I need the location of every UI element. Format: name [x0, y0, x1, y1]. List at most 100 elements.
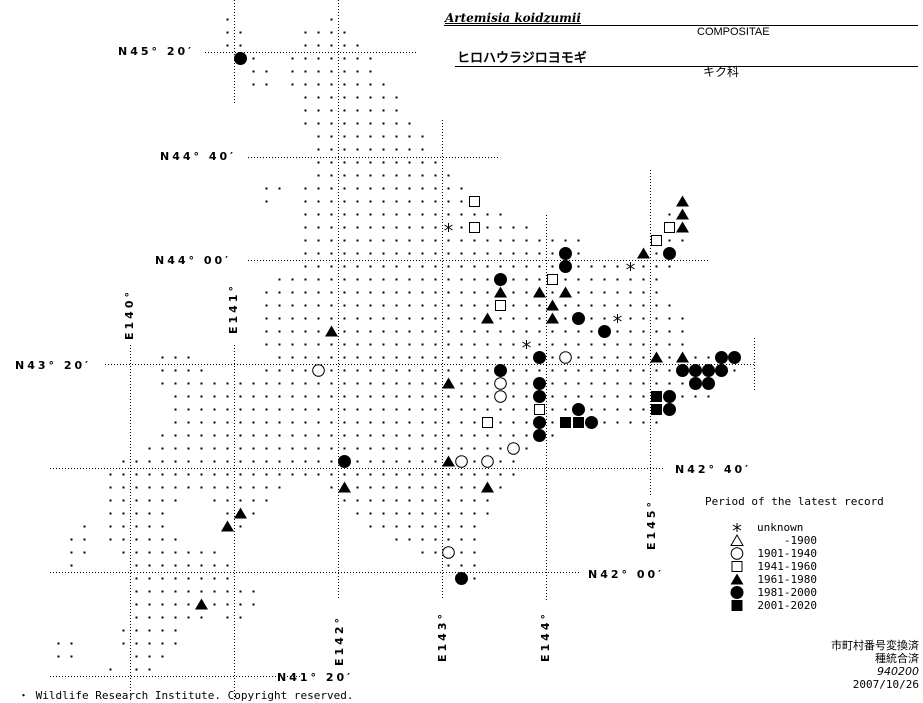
mesh-dot — [187, 564, 190, 567]
mesh-dot — [109, 538, 112, 541]
mesh-dot — [421, 265, 424, 268]
mesh-dot — [460, 213, 463, 216]
mesh-dot — [317, 304, 320, 307]
mesh-dot — [109, 486, 112, 489]
mesh-dot — [278, 395, 281, 398]
mesh-dot — [239, 603, 242, 606]
mesh-dot — [473, 395, 476, 398]
mesh-dot — [681, 343, 684, 346]
mesh-dot — [356, 408, 359, 411]
mesh-dot — [408, 252, 411, 255]
record-open-square — [664, 222, 675, 233]
legend-item: 1961-1980 — [729, 573, 817, 586]
mesh-dot — [330, 31, 333, 34]
mesh-dot — [382, 187, 385, 190]
mesh-dot — [642, 304, 645, 307]
mesh-dot — [395, 356, 398, 359]
mesh-dot — [434, 499, 437, 502]
mesh-dot — [434, 252, 437, 255]
mesh-dot — [226, 512, 229, 515]
mesh-dot — [161, 551, 164, 554]
lat-label-45-20: N45° 20′ — [118, 45, 195, 58]
mesh-dot — [655, 317, 658, 320]
mesh-dot — [252, 395, 255, 398]
mesh-dot — [174, 642, 177, 645]
mesh-dot — [408, 525, 411, 528]
mesh-dot — [148, 473, 151, 476]
mesh-dot — [317, 200, 320, 203]
mesh-dot — [408, 395, 411, 398]
mesh-dot — [460, 291, 463, 294]
mesh-dot — [512, 343, 515, 346]
mesh-dot — [382, 213, 385, 216]
mesh-dot — [460, 525, 463, 528]
mesh-dot — [395, 473, 398, 476]
mesh-dot — [668, 317, 671, 320]
mesh-dot — [499, 226, 502, 229]
mesh-dot — [499, 421, 502, 424]
mesh-dot — [512, 395, 515, 398]
mesh-dot — [265, 421, 268, 424]
mesh-dot — [265, 408, 268, 411]
mesh-dot — [499, 239, 502, 242]
mesh-dot — [525, 291, 528, 294]
mesh-dot — [161, 577, 164, 580]
mesh-dot — [434, 317, 437, 320]
mesh-dot — [330, 317, 333, 320]
mesh-dot — [213, 564, 216, 567]
mesh-dot — [252, 499, 255, 502]
mesh-dot — [460, 434, 463, 437]
mesh-dot — [330, 57, 333, 60]
mesh-dot — [447, 265, 450, 268]
mesh-dot — [616, 382, 619, 385]
mesh-dot — [421, 135, 424, 138]
mesh-dot — [499, 408, 502, 411]
mesh-dot — [330, 109, 333, 112]
mesh-dot — [343, 265, 346, 268]
mesh-dot — [486, 213, 489, 216]
mesh-dot — [447, 239, 450, 242]
mesh-dot — [525, 239, 528, 242]
mesh-dot — [486, 304, 489, 307]
mesh-dot — [187, 460, 190, 463]
mesh-dot — [616, 291, 619, 294]
mesh-dot — [226, 44, 229, 47]
mesh-dot — [278, 369, 281, 372]
mesh-dot — [395, 330, 398, 333]
mesh-dot — [460, 252, 463, 255]
mesh-dot — [577, 304, 580, 307]
mesh-dot — [434, 408, 437, 411]
mesh-dot — [369, 499, 372, 502]
record-filled-square — [651, 404, 662, 415]
mesh-dot — [538, 330, 541, 333]
mesh-dot — [577, 356, 580, 359]
mesh-dot — [330, 291, 333, 294]
mesh-dot — [252, 434, 255, 437]
mesh-dot — [447, 564, 450, 567]
mesh-dot — [148, 551, 151, 554]
mesh-dot — [421, 434, 424, 437]
mesh-dot — [382, 135, 385, 138]
record-open-square — [547, 274, 558, 285]
mesh-dot — [265, 460, 268, 463]
mesh-dot — [668, 213, 671, 216]
lon-label-141: E141° — [227, 283, 240, 334]
mesh-dot — [512, 239, 515, 242]
lat-label-42-40: N42° 40′ — [675, 463, 752, 476]
mesh-dot — [239, 525, 242, 528]
mesh-dot — [109, 512, 112, 515]
mesh-dot — [343, 161, 346, 164]
mesh-dot — [369, 187, 372, 190]
mesh-dot — [278, 356, 281, 359]
record-filled-circle — [715, 351, 728, 364]
mesh-dot — [356, 486, 359, 489]
mesh-dot — [499, 213, 502, 216]
mesh-dot — [330, 70, 333, 73]
mesh-dot — [382, 304, 385, 307]
mesh-dot — [382, 460, 385, 463]
mesh-dot — [356, 421, 359, 424]
mesh-dot — [109, 668, 112, 671]
mesh-dot — [499, 447, 502, 450]
mesh-dot — [629, 408, 632, 411]
mesh-dot — [252, 57, 255, 60]
